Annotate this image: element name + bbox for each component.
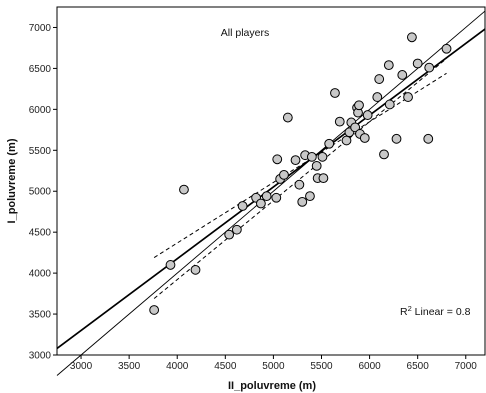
data-point xyxy=(297,196,308,207)
x-tick-label: 5500 xyxy=(310,361,333,372)
x-tick-label: 3500 xyxy=(118,361,141,372)
data-point xyxy=(149,305,160,315)
x-axis-label: II_poluvreme (m) xyxy=(228,380,316,392)
data-point xyxy=(271,192,282,203)
data-point xyxy=(359,133,370,143)
data-point xyxy=(294,179,305,190)
points-layer xyxy=(149,32,452,315)
data-point xyxy=(305,191,315,202)
data-point xyxy=(231,224,242,235)
confidence-band-lower xyxy=(153,58,447,299)
y-axis-ticks: 3000 3500 4000 4500 5000 5500 6000 6500 7000 xyxy=(29,23,57,362)
data-point xyxy=(334,116,345,127)
y-tick-label: 5500 xyxy=(29,146,52,157)
regression-fit-line xyxy=(56,28,486,350)
x-tick-label: 3000 xyxy=(70,361,93,372)
data-point xyxy=(424,62,435,73)
data-point xyxy=(374,74,385,84)
y-tick-label: 7000 xyxy=(29,23,52,34)
r-squared-superscript: 2 xyxy=(408,304,412,313)
data-point xyxy=(330,88,340,98)
data-point xyxy=(237,201,248,211)
data-point xyxy=(379,149,389,160)
confidence-band-upper xyxy=(153,72,447,258)
data-point xyxy=(341,135,352,146)
data-point xyxy=(224,229,235,240)
data-point xyxy=(279,169,289,180)
data-point xyxy=(350,122,361,133)
y-tick-label: 4000 xyxy=(29,269,52,280)
plot-area xyxy=(56,6,486,356)
x-tick-label: 6000 xyxy=(358,361,381,372)
y-tick-label: 5000 xyxy=(29,187,52,198)
data-point xyxy=(306,151,317,162)
data-point xyxy=(372,92,383,102)
data-point xyxy=(384,99,395,110)
x-axis-ticks: 3000 3500 4000 4500 5000 5500 6000 6500 7000 xyxy=(70,355,477,372)
y-tick-label: 4500 xyxy=(29,228,52,239)
data-point xyxy=(317,151,328,162)
y-tick-label: 3500 xyxy=(29,310,52,321)
y-axis-label: I_poluvreme (m) xyxy=(6,138,18,223)
data-point xyxy=(403,92,413,102)
x-tick-label: 4000 xyxy=(166,361,189,372)
r-squared-prefix: R xyxy=(400,306,408,318)
data-point xyxy=(354,100,364,111)
data-point xyxy=(261,191,272,202)
data-point xyxy=(407,32,417,43)
y-tick-label: 6000 xyxy=(29,105,52,116)
data-point xyxy=(190,264,201,275)
data-point xyxy=(423,133,434,144)
chart-title: All players xyxy=(221,27,269,39)
data-point xyxy=(256,198,266,209)
x-tick-label: 6500 xyxy=(407,361,430,372)
y-tick-label: 3000 xyxy=(29,351,52,362)
data-point xyxy=(179,184,189,195)
lines-layer xyxy=(56,10,486,376)
identity-line xyxy=(56,10,486,376)
data-point xyxy=(165,260,176,270)
data-point xyxy=(282,112,293,123)
data-point xyxy=(318,173,329,184)
data-point xyxy=(441,43,452,54)
y-tick-label: 6500 xyxy=(29,64,52,75)
r-squared-label: R2 Linear = 0.8 xyxy=(400,304,471,318)
x-tick-label: 4500 xyxy=(214,361,237,372)
data-point xyxy=(272,154,283,165)
data-point xyxy=(391,133,402,144)
x-tick-label: 5000 xyxy=(262,361,285,372)
r-squared-value: Linear = 0.8 xyxy=(412,306,471,318)
data-point xyxy=(290,155,301,166)
x-tick-label: 7000 xyxy=(455,361,478,372)
data-point xyxy=(324,138,335,149)
data-point xyxy=(397,70,408,80)
data-point xyxy=(412,58,423,69)
data-point xyxy=(311,160,322,171)
data-point xyxy=(362,110,373,120)
data-point xyxy=(383,60,394,71)
